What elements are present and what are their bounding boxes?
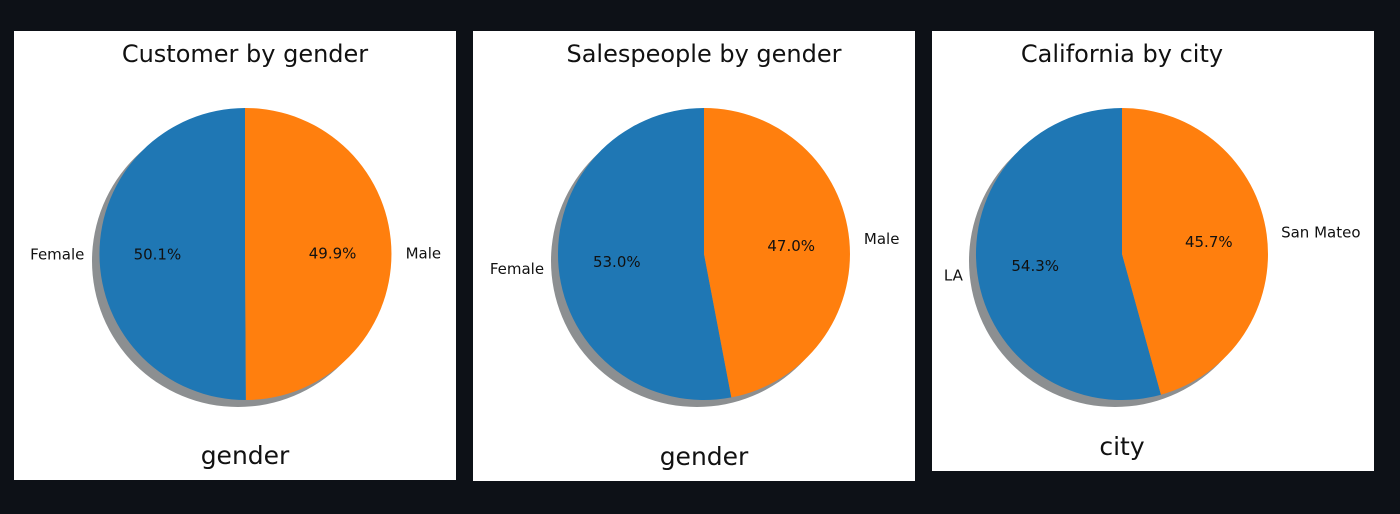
slice-label: Male bbox=[864, 230, 900, 248]
pie-slices bbox=[969, 108, 1268, 407]
x-axis-label: city bbox=[1099, 432, 1144, 461]
pie-slice bbox=[245, 107, 392, 401]
chart-title: California by city bbox=[1021, 40, 1223, 68]
slice-label: LA bbox=[944, 267, 964, 285]
pie-slices bbox=[551, 108, 850, 407]
slice-label: San Mateo bbox=[1281, 223, 1360, 241]
chart-title: Salespeople by gender bbox=[566, 40, 841, 68]
slice-percent-label: 54.3% bbox=[1011, 257, 1059, 275]
slice-label: Female bbox=[30, 246, 84, 264]
slice-percent-label: 49.9% bbox=[309, 245, 357, 263]
chart-title: Customer by gender bbox=[122, 40, 368, 68]
slice-label: Male bbox=[406, 245, 442, 263]
pie-slice bbox=[704, 108, 850, 398]
slice-label: Female bbox=[490, 260, 544, 278]
slice-percent-label: 53.0% bbox=[593, 253, 641, 271]
pie-chart: Customer by gender gender Female 50.1% Mal… bbox=[30, 40, 442, 470]
pie-slice bbox=[557, 108, 732, 400]
pie-slice bbox=[99, 108, 246, 401]
x-axis-label: gender bbox=[201, 441, 290, 470]
x-axis-label: gender bbox=[660, 442, 749, 471]
pie-chart: Salespeople by gender gender Female 53.0%… bbox=[490, 40, 900, 471]
pie-slice bbox=[1122, 108, 1268, 395]
pie-chart: California by city city LA 54.3% San Mateo… bbox=[944, 40, 1361, 461]
pie-chart-panel: California by city city LA 54.3% San Mateo… bbox=[932, 31, 1374, 471]
slice-percent-label: 50.1% bbox=[134, 245, 182, 263]
slice-percent-label: 45.7% bbox=[1185, 233, 1233, 251]
slice-percent-label: 47.0% bbox=[767, 237, 815, 255]
pie-slices bbox=[92, 107, 392, 407]
pie-chart-panel: Salespeople by gender gender Female 53.0%… bbox=[473, 31, 915, 481]
pie-chart-panel: Customer by gender gender Female 50.1% Mal… bbox=[14, 31, 456, 480]
pie-slice bbox=[975, 108, 1161, 400]
